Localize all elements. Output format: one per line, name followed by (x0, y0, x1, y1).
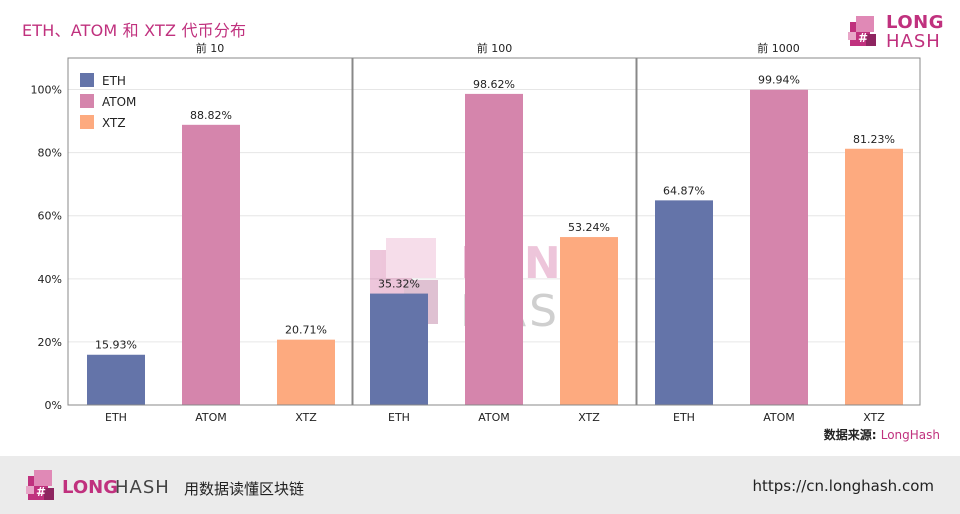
panel-title: 前 1000 (757, 41, 800, 55)
data-label: 88.82% (190, 109, 232, 122)
source-name: LongHash (880, 428, 940, 442)
legend-label: ATOM (102, 95, 136, 109)
bar-xtz (845, 148, 903, 405)
bar-eth (655, 200, 713, 405)
svg-text:#: # (858, 31, 868, 45)
footer-bar: # LONG HASH 用数据读懂区块链 https://cn.longhash… (0, 456, 960, 514)
x-tick-label: XTZ (578, 411, 600, 424)
source-note: 数据来源: LongHash (824, 426, 940, 443)
watermark-cube-icon (386, 238, 436, 278)
y-tick-label: 100% (31, 84, 62, 97)
bar-eth (370, 293, 428, 405)
longhash-logo-icon: # (848, 16, 876, 46)
bar-xtz (560, 237, 618, 405)
x-tick-label: ATOM (763, 411, 795, 424)
svg-text:#: # (36, 485, 46, 499)
bar-atom (465, 93, 523, 405)
x-tick-label: ETH (105, 411, 127, 424)
footer-logo-icon: # (26, 470, 54, 500)
chart-title: ETH、ATOM 和 XTZ 代币分布 (22, 21, 247, 40)
legend-swatch-atom (80, 94, 94, 108)
y-tick-label: 60% (38, 210, 62, 223)
x-tick-label: ETH (673, 411, 695, 424)
data-label: 53.24% (568, 221, 610, 234)
data-label: 15.93% (95, 339, 137, 352)
footer-url-link[interactable]: https://cn.longhash.com (752, 477, 935, 495)
y-tick-label: 80% (38, 147, 62, 160)
footer-word-long: LONG (62, 477, 118, 498)
data-label: 35.32% (378, 278, 420, 291)
x-tick-label: ATOM (478, 411, 510, 424)
panel-title: 前 10 (196, 41, 225, 55)
x-tick-label: ETH (388, 411, 410, 424)
bar-atom (182, 124, 240, 406)
x-tick-label: XTZ (295, 411, 317, 424)
y-tick-label: 0% (45, 399, 62, 412)
data-label: 81.23% (853, 133, 895, 146)
footer-slogan: 用数据读懂区块链 (184, 480, 305, 498)
legend-swatch-eth (80, 73, 94, 87)
brand-word-hash: HASH (886, 31, 941, 52)
data-label: 64.87% (663, 184, 705, 197)
legend-label: ETH (102, 74, 126, 88)
y-tick-label: 40% (38, 273, 62, 286)
bar-atom (750, 89, 808, 405)
legend-label: XTZ (102, 116, 126, 130)
brand-logo: # LONG HASH (846, 12, 943, 52)
x-tick-label: XTZ (863, 411, 885, 424)
legend-swatch-xtz (80, 115, 94, 129)
bar-eth (87, 354, 145, 405)
data-label: 20.71% (285, 324, 327, 337)
panel-title: 前 100 (477, 41, 513, 55)
data-label: 98.62% (473, 78, 515, 91)
x-tick-label: ATOM (195, 411, 227, 424)
plot-frame (67, 57, 921, 406)
source-label: 数据来源: (823, 428, 877, 442)
data-label: 99.94% (758, 74, 800, 87)
bar-xtz (277, 339, 335, 405)
y-tick-label: 20% (38, 336, 62, 349)
footer-word-hash: HASH (115, 477, 170, 498)
brand-word-long: LONG (886, 12, 944, 33)
